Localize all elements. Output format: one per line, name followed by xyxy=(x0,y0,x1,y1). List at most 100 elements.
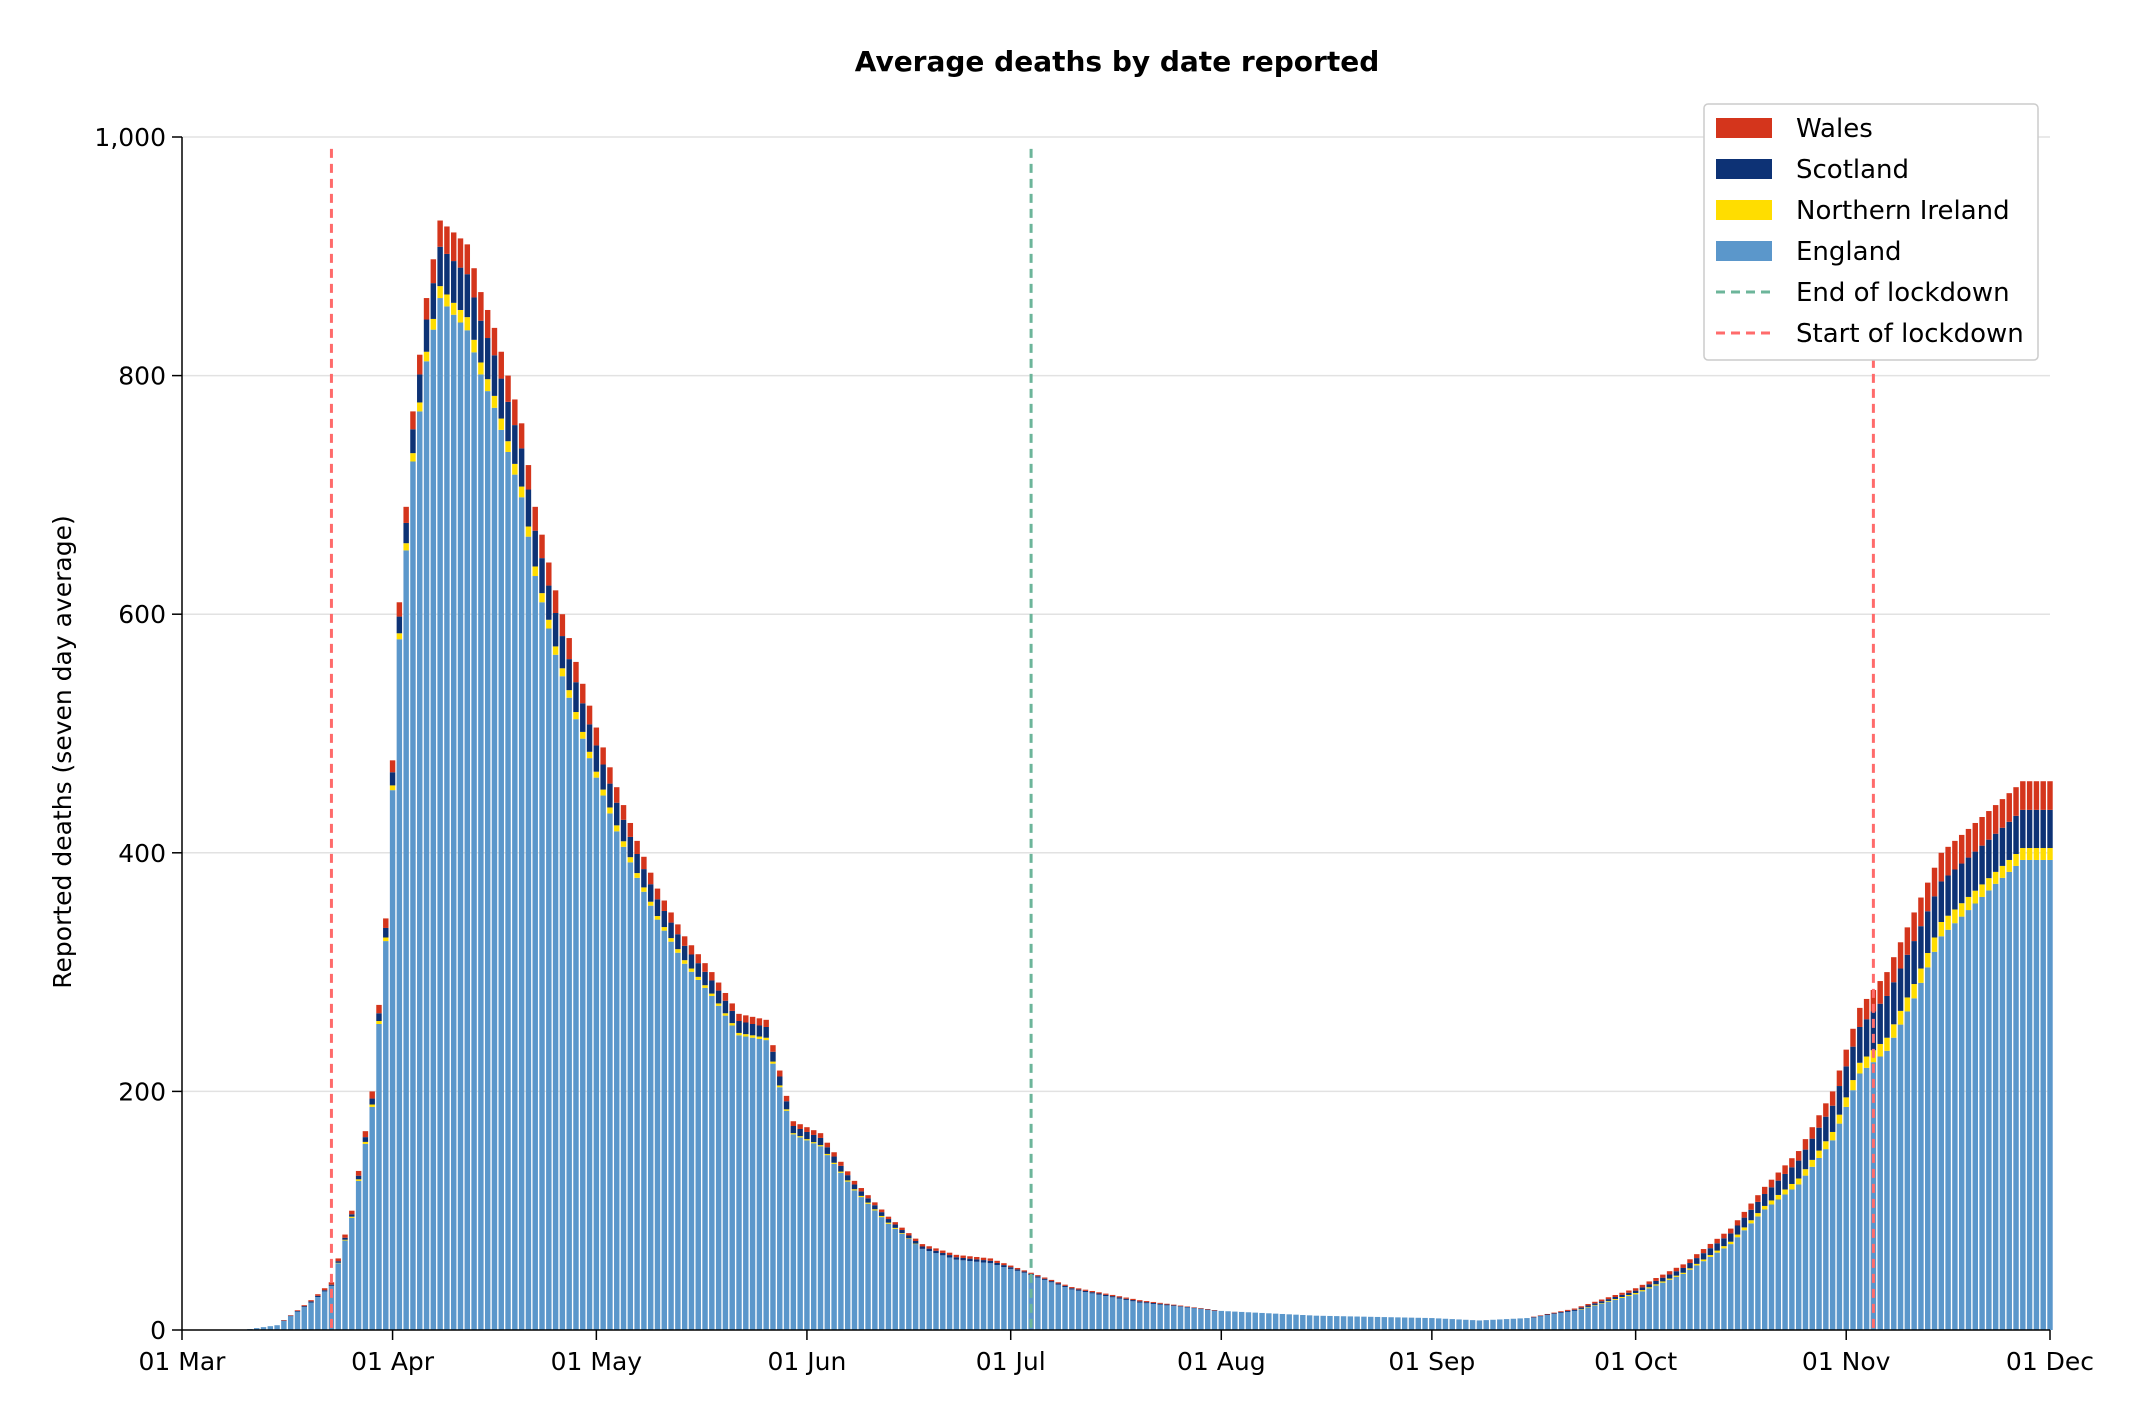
bar-england xyxy=(1381,1317,1388,1330)
bar-scotland xyxy=(2020,809,2026,849)
bar-wales xyxy=(1211,1310,1218,1311)
legend-swatch-scotland xyxy=(1716,159,1772,179)
bar-england xyxy=(580,738,586,1330)
bar-northern-ireland xyxy=(1931,937,1938,952)
bar-england xyxy=(1463,1319,1469,1330)
bar-wales xyxy=(899,1227,905,1231)
bar-england xyxy=(1286,1314,1292,1330)
bar-england xyxy=(1218,1310,1225,1330)
bar-england xyxy=(274,1325,280,1330)
bar-england xyxy=(1483,1320,1489,1330)
bar-wales xyxy=(654,888,661,900)
bar-scotland xyxy=(457,267,464,310)
bar-wales xyxy=(1694,1254,1700,1259)
bar-england xyxy=(1646,1288,1652,1330)
bar-scotland xyxy=(919,1246,926,1249)
bar-scotland xyxy=(1836,1086,1843,1115)
bar-northern-ireland xyxy=(892,1227,898,1229)
bar-wales xyxy=(668,912,674,923)
bar-england xyxy=(1564,1311,1571,1330)
bar-wales xyxy=(1130,1298,1136,1301)
x-tick-label: 01 Dec xyxy=(2006,1347,2094,1376)
bar-scotland xyxy=(1748,1209,1754,1221)
bar-england xyxy=(926,1251,932,1330)
bar-scotland xyxy=(1598,1301,1605,1303)
bar-wales xyxy=(1632,1288,1639,1291)
bar-england xyxy=(1850,1090,1856,1330)
bar-northern-ireland xyxy=(1761,1205,1768,1210)
bar-scotland xyxy=(838,1165,844,1172)
bar-england xyxy=(552,654,559,1330)
bar-england xyxy=(756,1038,763,1330)
bar-wales xyxy=(1938,852,1945,882)
bar-england xyxy=(1415,1317,1421,1330)
bar-scotland xyxy=(1585,1305,1591,1307)
bar-wales xyxy=(919,1244,926,1247)
bar-wales xyxy=(722,992,729,1001)
bar-scotland xyxy=(1829,1105,1836,1132)
bar-wales xyxy=(1048,1279,1055,1282)
bar-england xyxy=(1150,1303,1157,1330)
bar-wales xyxy=(478,292,484,321)
bar-england xyxy=(281,1320,287,1330)
bar-england xyxy=(1211,1310,1218,1330)
bar-wales xyxy=(783,1095,790,1102)
bar-scotland xyxy=(389,772,396,786)
bar-england xyxy=(600,795,606,1330)
bar-scotland xyxy=(1571,1309,1578,1311)
bar-england xyxy=(1469,1320,1476,1330)
bar-wales xyxy=(1734,1220,1741,1226)
bar-scotland xyxy=(335,1261,341,1263)
bar-wales xyxy=(1204,1309,1211,1310)
bar-northern-ireland xyxy=(1965,896,1972,911)
bar-northern-ireland xyxy=(641,887,647,892)
bar-wales xyxy=(729,1003,735,1011)
bar-england xyxy=(471,352,477,1330)
bar-wales xyxy=(369,1091,375,1099)
bar-scotland xyxy=(1741,1217,1748,1228)
y-tick-label: 400 xyxy=(118,839,166,868)
bar-england xyxy=(681,963,688,1330)
bar-england xyxy=(1524,1318,1530,1330)
bar-scotland xyxy=(491,355,498,396)
bar-scotland xyxy=(1809,1138,1815,1160)
bar-scotland xyxy=(1537,1315,1544,1317)
bar-wales xyxy=(844,1171,851,1176)
bar-wales xyxy=(1700,1249,1707,1254)
bar-wales xyxy=(953,1254,960,1258)
bar-england xyxy=(1789,1189,1795,1330)
bar-wales xyxy=(661,900,668,911)
bar-northern-ireland xyxy=(1653,1284,1659,1286)
bar-england xyxy=(1313,1315,1320,1330)
bar-scotland xyxy=(695,963,701,977)
bar-wales xyxy=(383,918,389,928)
bar-england xyxy=(1476,1320,1483,1330)
x-tick-label: 01 Nov xyxy=(1802,1347,1891,1376)
bar-scotland xyxy=(1850,1046,1856,1081)
x-tick-label: 01 Jun xyxy=(768,1347,847,1376)
bar-northern-ireland xyxy=(654,916,661,920)
bar-northern-ireland xyxy=(743,1034,749,1037)
bar-england xyxy=(1551,1313,1557,1330)
bar-england xyxy=(1755,1216,1761,1330)
bar-northern-ireland xyxy=(1673,1275,1680,1277)
bar-england xyxy=(444,306,450,1330)
bar-england xyxy=(1062,1287,1068,1330)
bar-northern-ireland xyxy=(546,619,552,629)
bar-wales xyxy=(1897,942,1904,969)
bar-scotland xyxy=(675,934,681,950)
bar-wales xyxy=(1109,1294,1116,1297)
bar-scotland xyxy=(1082,1290,1089,1293)
bar-england xyxy=(987,1263,994,1330)
bar-scotland xyxy=(1639,1287,1646,1291)
bar-scotland xyxy=(1150,1302,1157,1304)
bar-northern-ireland xyxy=(1714,1250,1720,1253)
legend-label-start-of-lockdown: Start of lockdown xyxy=(1796,319,2024,349)
legend-label-england: England xyxy=(1796,237,1902,267)
bar-scotland xyxy=(2006,821,2012,860)
bar-wales xyxy=(1585,1304,1591,1306)
bar-wales xyxy=(294,1310,301,1311)
bar-wales xyxy=(675,924,681,935)
bar-scotland xyxy=(1619,1294,1625,1297)
